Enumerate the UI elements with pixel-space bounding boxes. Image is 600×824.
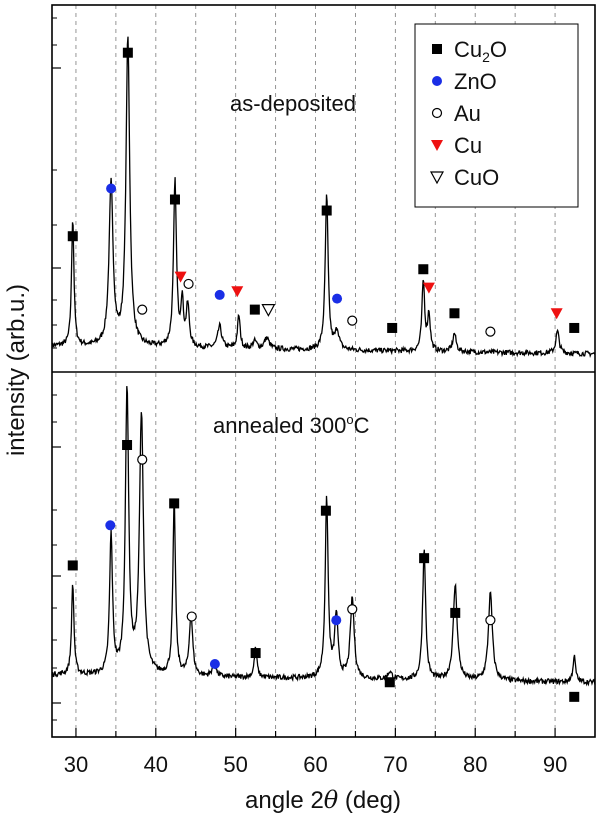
x-tick-label-70: 70 [383,752,407,777]
marker-as-deposited-zno-11 [332,293,343,304]
legend-marker-cu [431,140,443,151]
marker-annealed-cu2o-1 [122,440,133,450]
marker-annealed-cu2o-4 [320,505,331,516]
legend-box [414,23,579,208]
marker-annealed-cu2o-8 [569,691,580,702]
legend-label-cu: Cu [454,133,482,158]
marker-annealed-cu2o-6 [419,553,430,564]
marker-annealed-au-14 [347,604,358,615]
legend-marker-cu2o [432,44,442,54]
legend-label-cuo: CuO [454,165,499,190]
marker-annealed-cu2o-7 [450,607,461,618]
x-tick-label-80: 80 [463,752,487,777]
curve-as-deposited [51,36,596,359]
phase-markers [67,47,580,702]
annealed-label-unit: C [354,413,370,438]
marker-as-deposited-cu2o-4 [321,205,332,216]
legend-label-au: Au [454,101,481,126]
x-tick-label-90: 90 [543,752,567,777]
plot-frame [51,4,596,738]
x-axis-label: angle 2θ (deg) [245,786,401,814]
marker-as-deposited-cuo-20 [261,304,276,317]
legend-marker-cuo [429,171,445,185]
marker-as-deposited-au-12 [137,304,148,315]
marker-as-deposited-cu-18 [422,282,435,294]
marker-as-deposited-cu2o-8 [569,322,580,333]
legend-label-cu2o: Cu2O [454,37,507,65]
marker-as-deposited-cu2o-2 [169,194,180,205]
x-tick-label-40: 40 [144,752,168,777]
marker-as-deposited-cu2o-5 [387,322,398,333]
marker-annealed-cu2o-0 [67,560,78,571]
marker-as-deposited-cu2o-3 [249,304,260,315]
diffraction-curves [51,36,596,687]
marker-as-deposited-au-13 [183,278,194,290]
legend: Cu2O ZnO Au Cu CuO [414,23,579,208]
marker-annealed-zno-10 [209,659,220,669]
marker-annealed-cu2o-3 [250,648,261,659]
y-ticks [52,17,61,721]
marker-annealed-au-15 [485,615,496,626]
legend-marker-zno [432,76,442,86]
marker-as-deposited-cu-17 [231,286,244,298]
marker-as-deposited-cu-16 [174,271,187,283]
annealed-label-main: annealed 300 [213,413,346,438]
marker-as-deposited-zno-10 [214,289,225,300]
marker-annealed-au-13 [186,611,197,622]
marker-as-deposited-cu2o-6 [418,264,429,275]
marker-annealed-zno-11 [331,615,342,626]
x-tick-label-50: 50 [223,752,247,777]
marker-as-deposited-au-14 [347,315,358,326]
marker-as-deposited-cu-19 [550,308,563,320]
y-axis-label: intensity (arb.u.) [3,284,30,456]
marker-annealed-zno-9 [105,520,116,531]
marker-as-deposited-zno-9 [106,183,117,194]
annealed-label-degree: o [346,412,353,427]
marker-as-deposited-cu2o-7 [449,308,460,319]
curve-annealed [51,386,596,687]
panel-label-annealed: annealed 300oC [213,412,370,438]
marker-annealed-au-12 [137,454,148,465]
legend-marker-au [431,107,443,119]
x-tick-label-30: 30 [64,752,88,777]
marker-annealed-cu2o-5 [384,677,395,688]
x-tick-label-60: 60 [303,752,327,777]
marker-as-deposited-cu2o-1 [122,47,133,58]
x-ticks: 30 40 50 60 70 80 90 [64,728,567,777]
marker-as-deposited-au-15 [485,326,496,337]
legend-label-zno: ZnO [454,69,497,94]
marker-as-deposited-cu2o-0 [67,231,78,242]
marker-annealed-cu2o-2 [169,498,180,509]
panel-label-as-deposited: as-deposited [230,91,356,116]
